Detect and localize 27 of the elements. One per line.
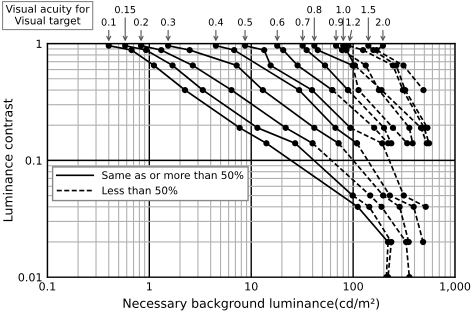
x-tick-label: 1 [146, 282, 152, 290]
annotation: 0.15 [115, 6, 136, 14]
x-tick-label: 1,000 [440, 282, 470, 292]
y-tick-label: 1 [36, 40, 42, 48]
annotation: 1.0 [336, 6, 350, 14]
annotation: 0.6 [270, 18, 284, 26]
y-tick-label: 0.1 [26, 156, 42, 165]
annotation: 0.7 [296, 18, 310, 26]
annotation: 1.2 [346, 18, 360, 26]
annotation: 0.5 [238, 18, 252, 26]
annotation: 0.8 [307, 6, 322, 14]
annotation: 0.4 [208, 18, 224, 26]
annotation: 0.3 [161, 18, 176, 26]
legend-label: Same as or more than 50% [102, 171, 244, 180]
annotation: 0.2 [134, 18, 148, 26]
x-tick-label: 10 [245, 282, 258, 291]
annotation: 0.1 [102, 18, 116, 26]
annotation: 2.0 [376, 18, 390, 26]
text: Visual acuity for Visual target [6, 4, 90, 26]
x-tick-label: 0.1 [39, 282, 56, 291]
y-tick-label: 0.01 [18, 273, 42, 282]
legend-label: Less than 50% [102, 186, 178, 194]
x-axis-title: Necessary background luminance(cd/m²) [124, 298, 380, 310]
x-tick-label: 100 [344, 282, 363, 291]
y-axis-title: Luminance contrast [2, 98, 13, 222]
annotation: 0.9 [328, 18, 344, 26]
annotation: 1.5 [362, 6, 376, 14]
